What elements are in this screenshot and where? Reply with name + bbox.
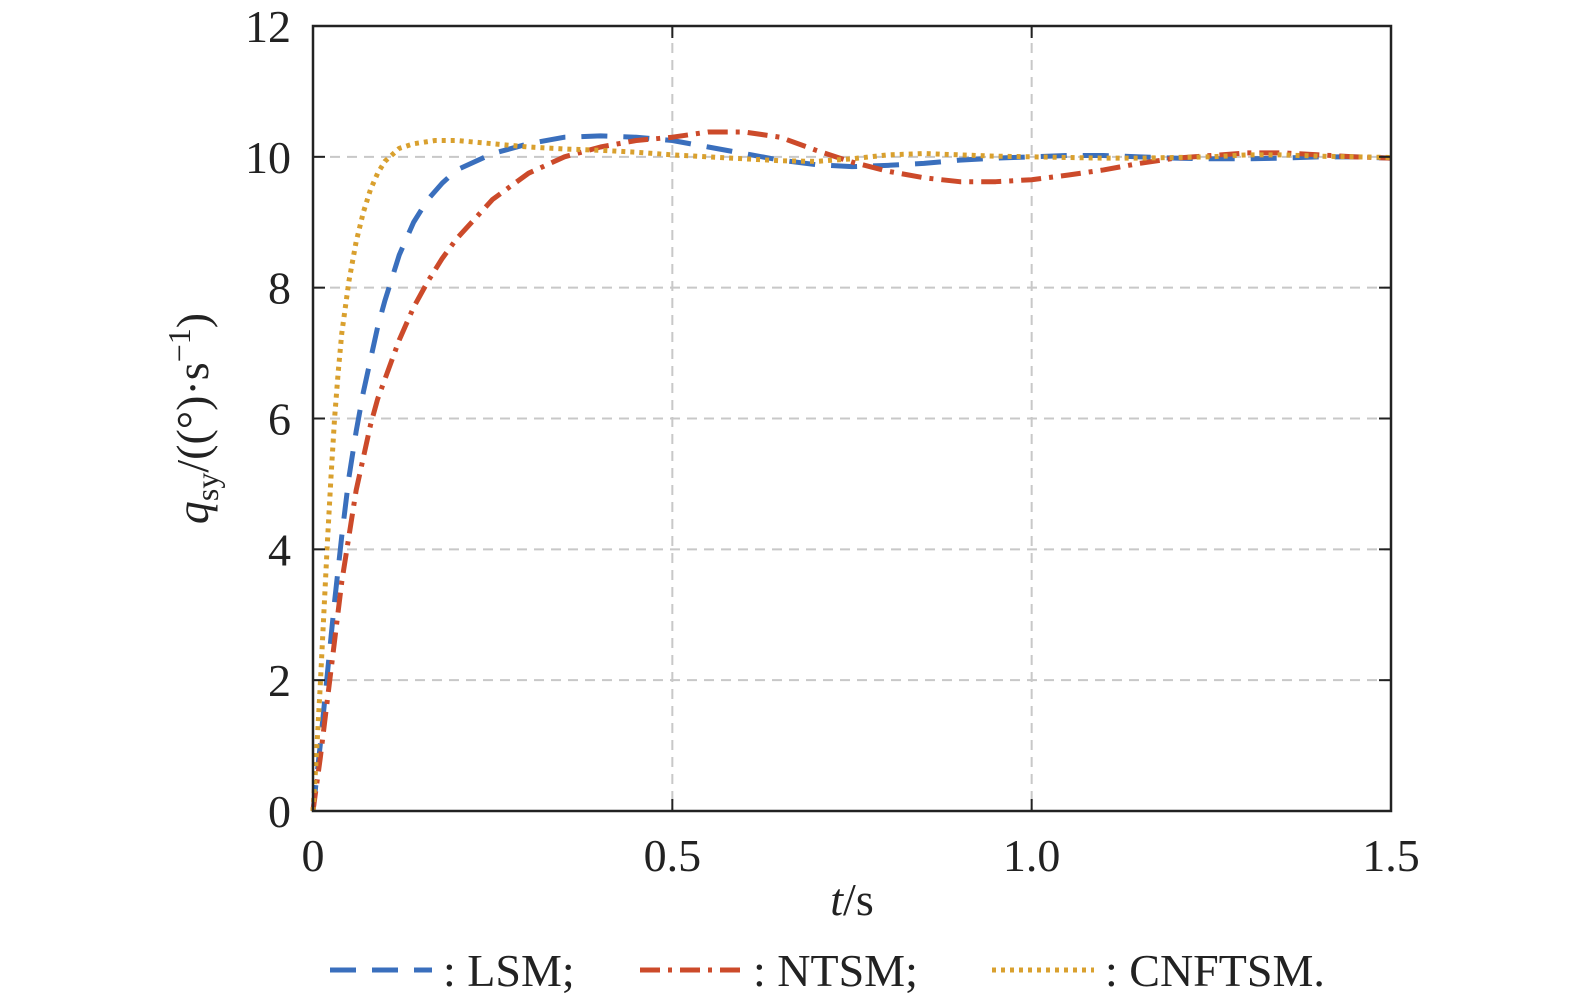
y-tick-label: 12 (245, 1, 291, 52)
legend-item-cnftsm: : CNFTSM. (992, 945, 1325, 996)
y-tick-label: 4 (268, 524, 291, 575)
x-tick-label: 0 (302, 830, 325, 881)
series-line-ntsm (310, 129, 1392, 812)
y-tick-label: 10 (245, 132, 291, 183)
grid (313, 26, 1391, 811)
series-line-lsm (310, 133, 1392, 812)
legend-label: : NTSM; (753, 945, 918, 996)
x-tick-label: 1.0 (1003, 830, 1061, 881)
tick-labels: 0 0.5 1.0 1.5 0 2 4 6 8 10 12 (245, 1, 1420, 881)
y-tick-label: 8 (268, 263, 291, 314)
y-tick-label: 6 (268, 394, 291, 445)
series-group (310, 129, 1392, 812)
legend-item-ntsm: : NTSM; (640, 945, 918, 996)
x-tick-label: 0.5 (644, 830, 702, 881)
svg-text:qsy/((°)·s−1): qsy/((°)·s−1) (161, 313, 225, 524)
legend-label: : CNFTSM. (1105, 945, 1325, 996)
legend-item-lsm: : LSM; (330, 945, 575, 996)
x-tick-label: 1.5 (1362, 830, 1420, 881)
y-axis-title: qsy/((°)·s−1) (161, 313, 225, 524)
y-tick-label: 2 (268, 655, 291, 706)
series-line-cnftsm (310, 137, 1392, 812)
y-tick-label: 0 (268, 786, 291, 837)
legend: : LSM; : NTSM; : CNFTSM. (330, 945, 1325, 996)
x-axis-title: t/s (830, 874, 873, 925)
axis-ticks (312, 25, 1392, 812)
legend-label: : LSM; (443, 945, 575, 996)
